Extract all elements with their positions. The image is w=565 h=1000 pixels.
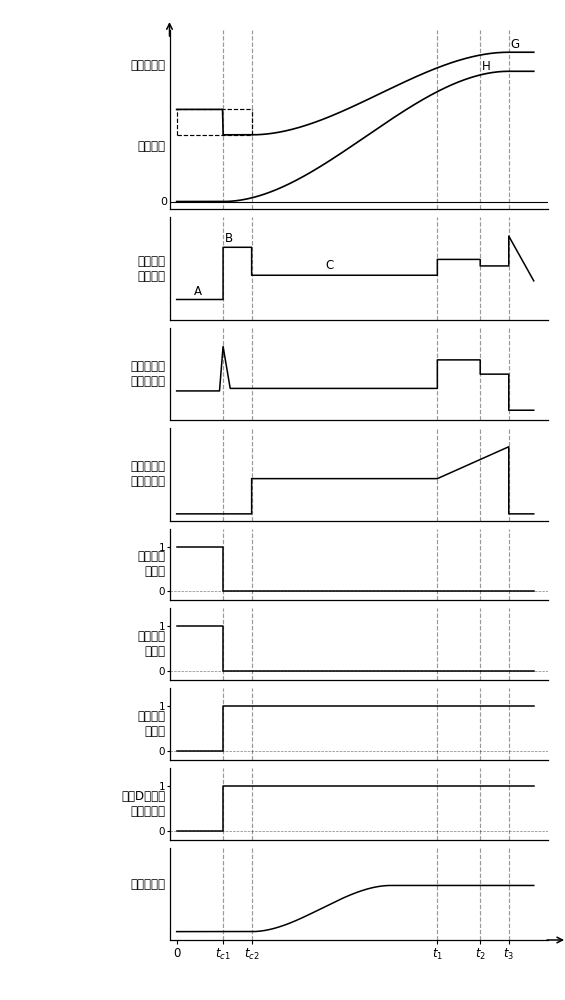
Text: 发动机转速: 发动机转速 bbox=[131, 59, 166, 72]
Text: 闭锁离合器
结合侧油压: 闭锁离合器 结合侧油压 bbox=[131, 360, 166, 388]
Text: 闭锁离合器
片间正压力: 闭锁离合器 片间正压力 bbox=[131, 460, 166, 488]
Text: H: H bbox=[482, 60, 491, 73]
Text: 前进D挡手柄
在挡标志位: 前进D挡手柄 在挡标志位 bbox=[121, 790, 166, 818]
Text: 节气门开度: 节气门开度 bbox=[131, 878, 166, 891]
Text: 涡轮转速: 涡轮转速 bbox=[138, 140, 166, 153]
Text: 闭锁离合
器占空比: 闭锁离合 器占空比 bbox=[138, 255, 166, 283]
Text: C: C bbox=[326, 259, 334, 272]
Text: G: G bbox=[511, 38, 520, 51]
Text: 制动信号
标志位: 制动信号 标志位 bbox=[138, 550, 166, 578]
Text: 0: 0 bbox=[160, 197, 168, 207]
Text: B: B bbox=[225, 232, 233, 245]
Text: 手刹信号
标志位: 手刹信号 标志位 bbox=[138, 630, 166, 658]
Text: 工况成立
标志位: 工况成立 标志位 bbox=[138, 710, 166, 738]
Text: A: A bbox=[194, 285, 202, 298]
